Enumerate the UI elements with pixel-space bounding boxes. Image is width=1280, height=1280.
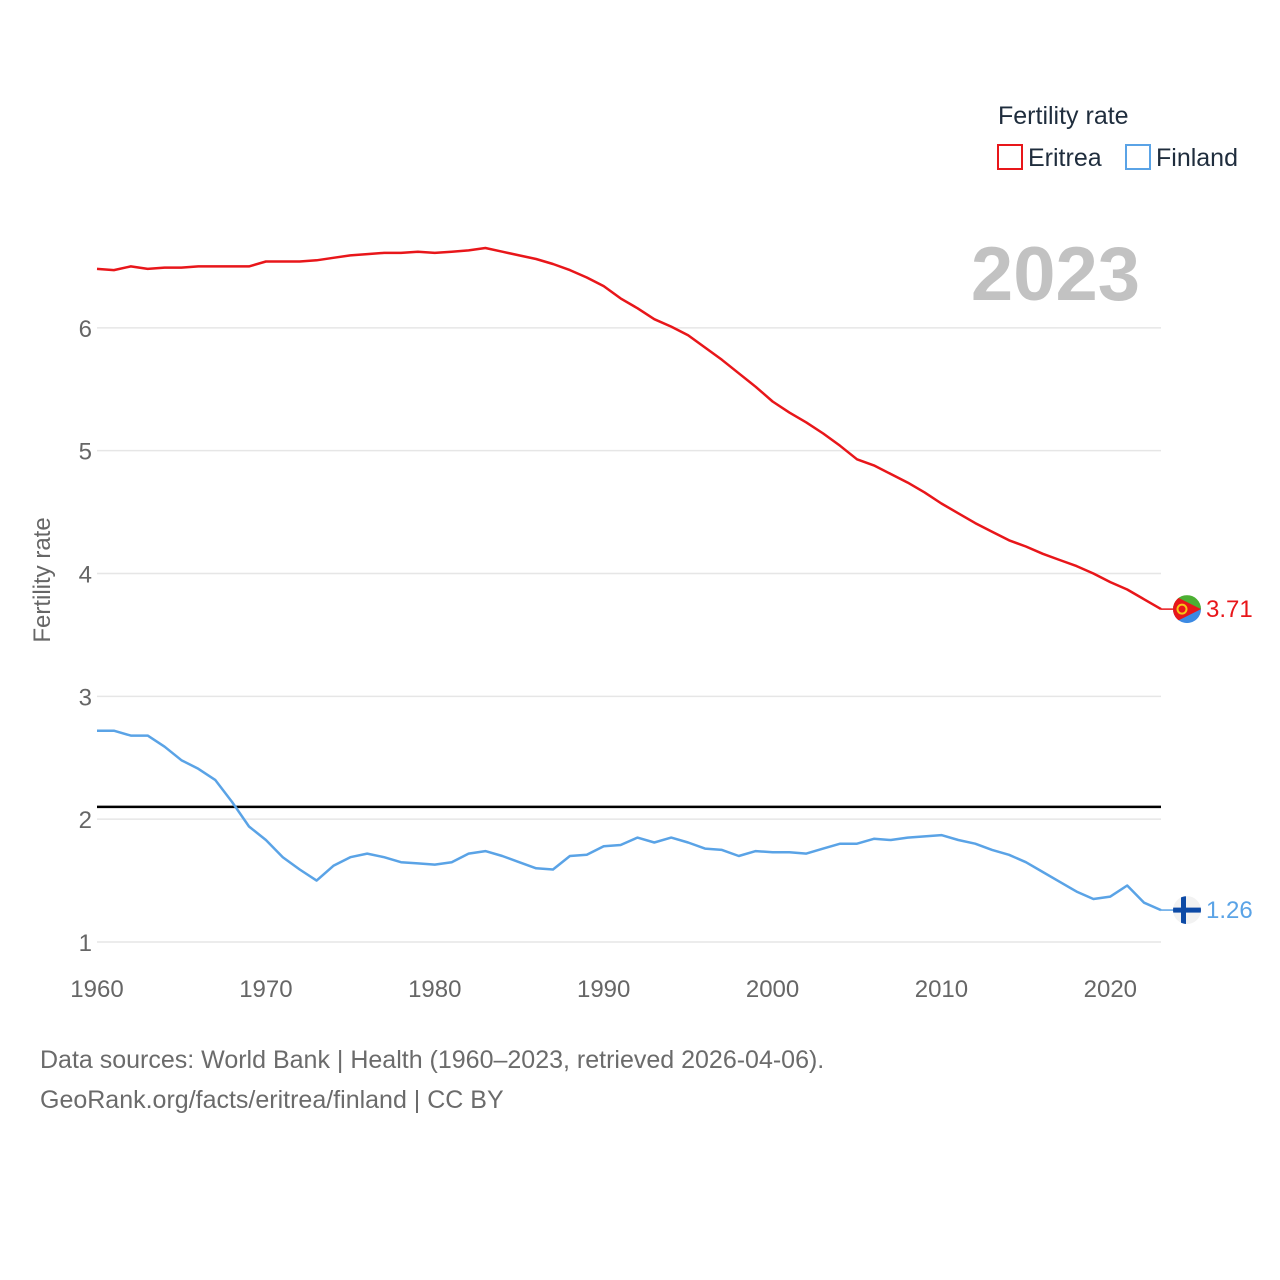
y-tick-label-6: 6	[79, 316, 92, 343]
y-tick-label-1: 1	[79, 930, 92, 957]
y-axis: 1 2 3 4 5 6	[79, 316, 92, 957]
legend-item-finland[interactable]: Finland	[1125, 144, 1238, 172]
footer-sources: Data sources: World Bank | Health (1960–…	[40, 1046, 825, 1074]
x-tick-label-2010: 2010	[915, 976, 968, 1003]
eritrea-end-label: 3.71	[1206, 596, 1253, 623]
x-tick-label-1970: 1970	[239, 976, 292, 1003]
y-tick-label-4: 4	[79, 562, 92, 589]
y-tick-label-3: 3	[79, 684, 92, 711]
legend-title: Fertility rate	[998, 102, 1129, 130]
x-tick-label-2020: 2020	[1084, 976, 1137, 1003]
x-tick-label-1960: 1960	[70, 976, 123, 1003]
y-tick-label-2: 2	[79, 807, 92, 834]
y-axis-title: Fertility rate	[29, 517, 56, 642]
series-line-finland[interactable]	[97, 729, 1162, 912]
year-label: 2023	[971, 232, 1140, 317]
footer-link[interactable]: GeoRank.org/facts/eritrea/finland | CC B…	[40, 1086, 504, 1114]
legend-label-eritrea: Eritrea	[1028, 144, 1102, 172]
series-lines	[96, 246, 1176, 912]
legend-swatch-finland	[1125, 144, 1151, 170]
x-tick-label-1990: 1990	[577, 976, 630, 1003]
legend-label-finland: Finland	[1156, 144, 1238, 172]
eritrea-flag-icon	[1173, 595, 1201, 624]
legend-swatch-eritrea	[997, 144, 1023, 170]
y-tick-label-5: 5	[79, 439, 92, 466]
x-axis: 1960 1970 1980 1990 2000 2010 2020	[70, 976, 1137, 1003]
finland-flag-icon	[1173, 896, 1201, 925]
gridlines	[97, 327, 1161, 943]
series-line-eritrea[interactable]	[96, 246, 1162, 611]
footer: Data sources: World Bank | Health (1960–…	[40, 1040, 824, 1120]
legend: Fertility rate Eritrea Finland	[997, 102, 1238, 172]
legend-item-eritrea[interactable]: Eritrea	[997, 144, 1102, 172]
x-tick-label-1980: 1980	[408, 976, 461, 1003]
x-tick-label-2000: 2000	[746, 976, 799, 1003]
finland-end-label: 1.26	[1206, 897, 1253, 924]
